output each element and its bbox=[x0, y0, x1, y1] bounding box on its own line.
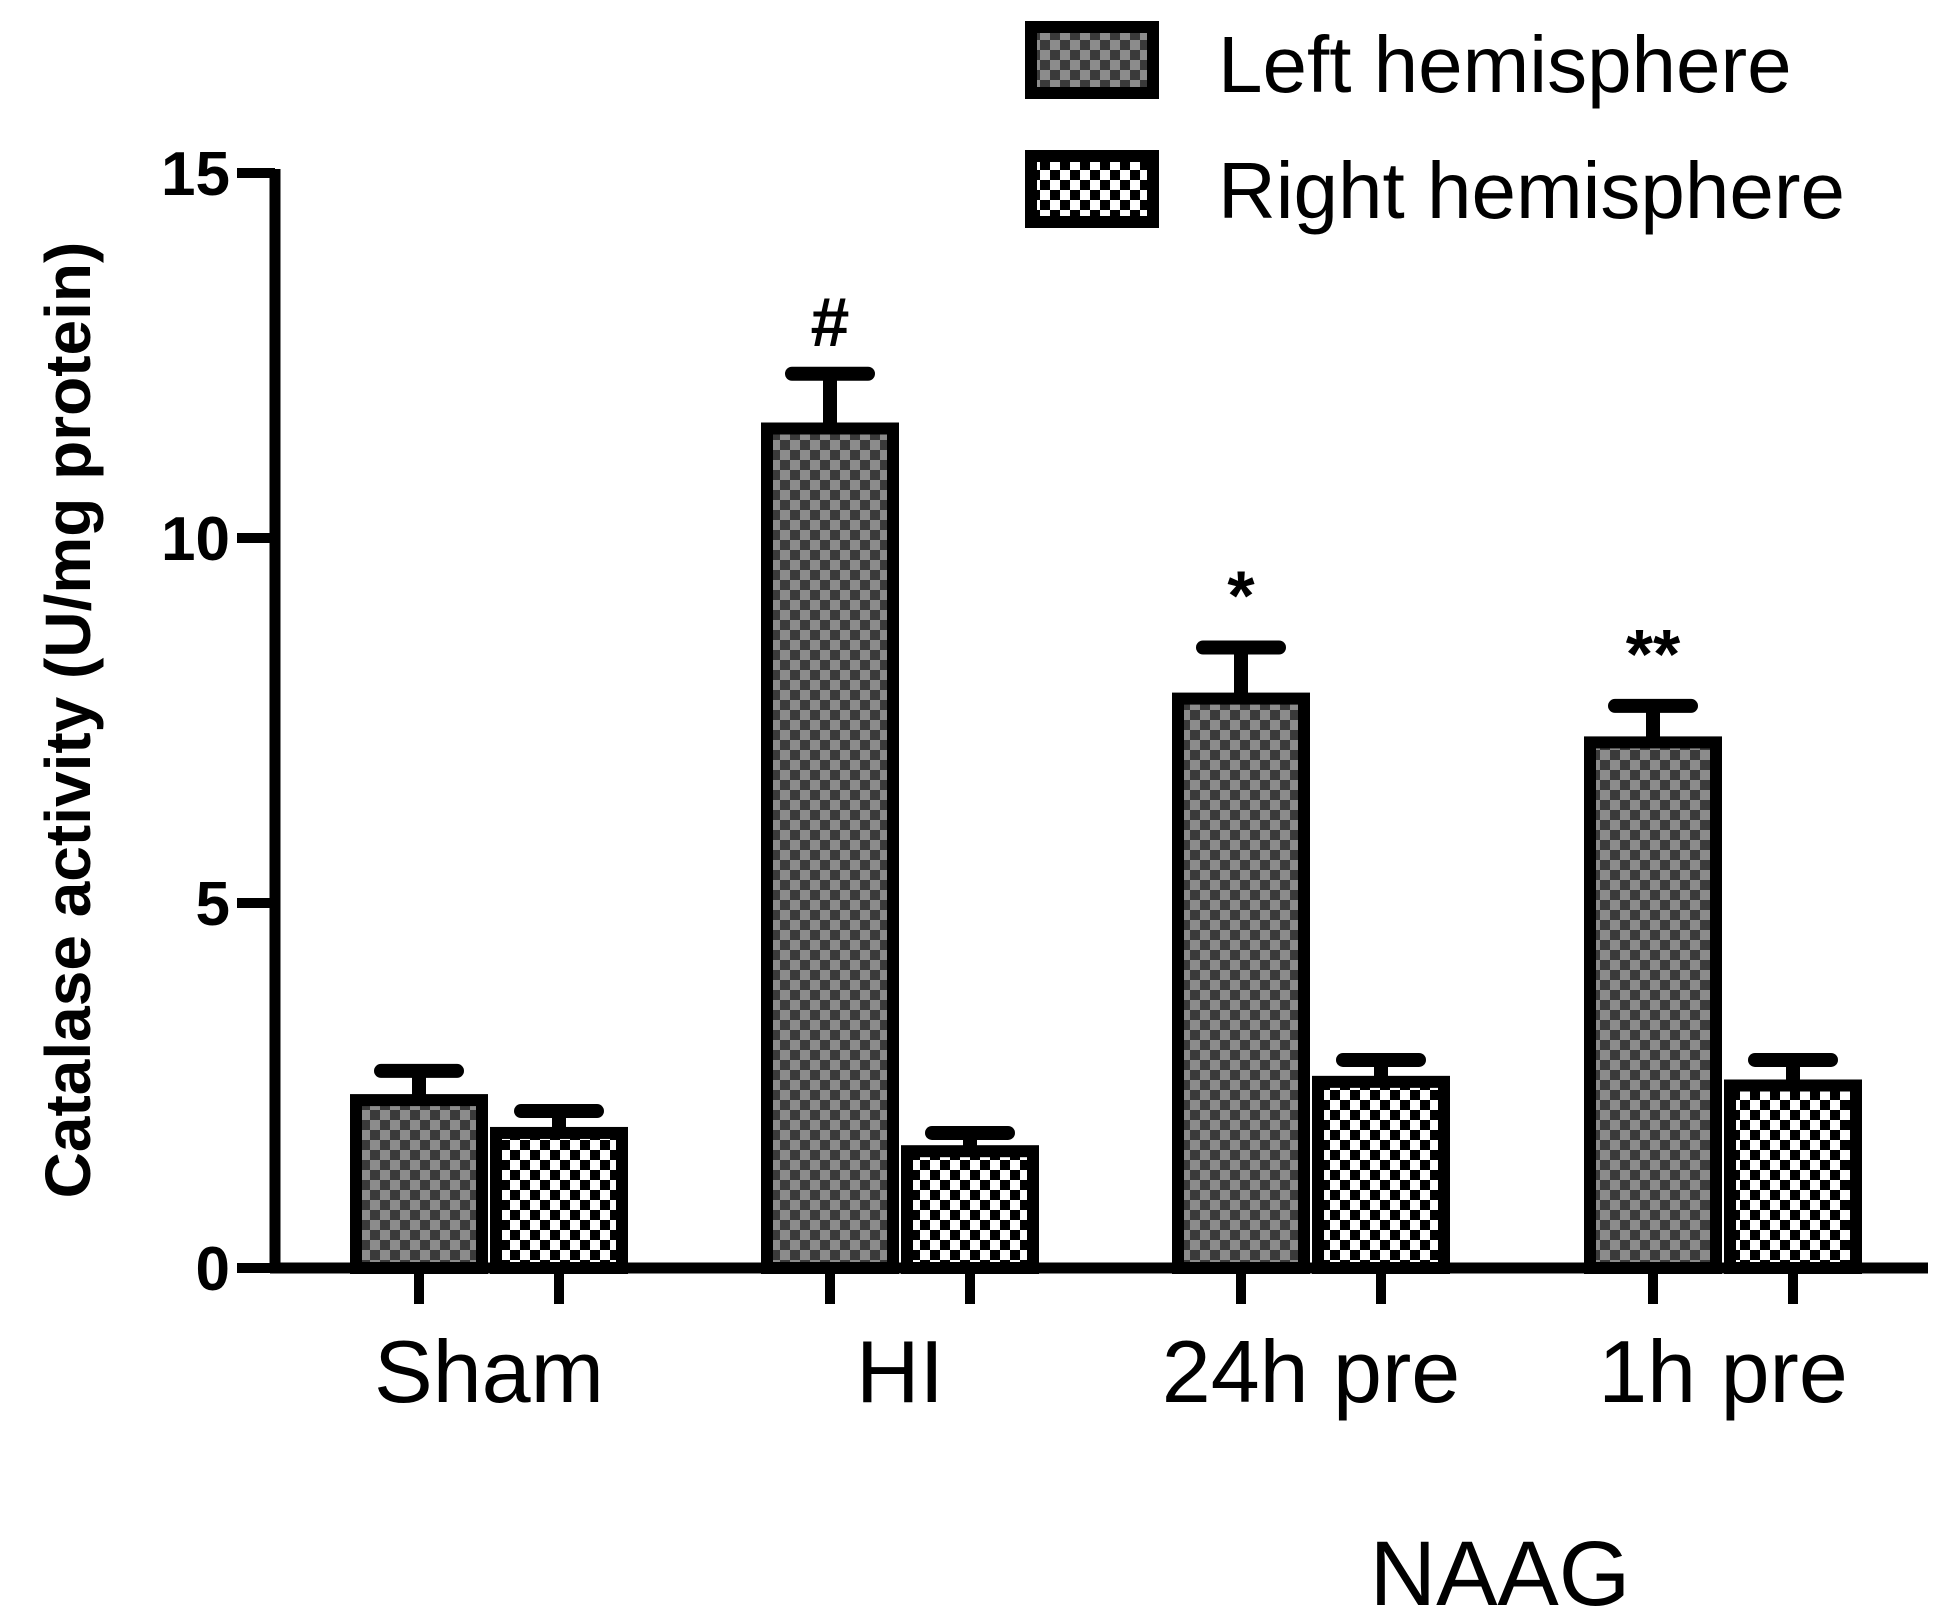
legend-label-right-hemisphere: Right hemisphere bbox=[1218, 146, 1845, 235]
bar-right-hemisphere-hi bbox=[901, 1145, 1039, 1274]
significance-mark-24h-pre: * bbox=[1227, 557, 1255, 635]
y-tick-label-5: 5 bbox=[196, 870, 230, 939]
legend: Left hemisphere Right hemisphere bbox=[1025, 20, 1845, 235]
significance-mark-1h-pre: ** bbox=[1626, 615, 1681, 693]
bar-left-hemisphere-hi bbox=[761, 422, 899, 1274]
y-axis-label: Catalase activity (U/mg protein) bbox=[32, 242, 104, 1199]
bar-left-hemisphere-sham bbox=[350, 1094, 488, 1274]
group-label-naag: NAAG bbox=[1370, 1523, 1631, 1614]
legend-swatch-left-hemisphere bbox=[1025, 21, 1159, 99]
axes-layer: Sham HI 24h pre 1h pre 0 5 10 15 bbox=[161, 140, 1928, 1421]
legend-swatch-right-hemisphere bbox=[1025, 150, 1159, 228]
significance-mark-hi: # bbox=[811, 283, 850, 361]
bar-right-hemisphere-1h-pre bbox=[1724, 1079, 1862, 1274]
x-tick-label-hi: HI bbox=[856, 1322, 944, 1421]
y-tick-label-10: 10 bbox=[161, 505, 230, 574]
x-tick-label-1h-pre: 1h pre bbox=[1598, 1322, 1848, 1421]
x-tick-label-sham: Sham bbox=[374, 1322, 604, 1421]
bar-left-hemisphere-1h-pre bbox=[1584, 736, 1722, 1274]
bar-left-hemisphere-24h-pre bbox=[1172, 692, 1310, 1274]
x-tick-label-24h-pre: 24h pre bbox=[1162, 1322, 1460, 1421]
y-tick-label-0: 0 bbox=[196, 1235, 230, 1304]
bar-right-hemisphere-24h-pre bbox=[1312, 1075, 1450, 1274]
y-tick-label-15: 15 bbox=[161, 140, 230, 209]
bar-right-hemisphere-sham bbox=[490, 1126, 628, 1274]
bars-layer: #*** bbox=[350, 283, 1862, 1274]
legend-label-left-hemisphere: Left hemisphere bbox=[1218, 20, 1792, 109]
